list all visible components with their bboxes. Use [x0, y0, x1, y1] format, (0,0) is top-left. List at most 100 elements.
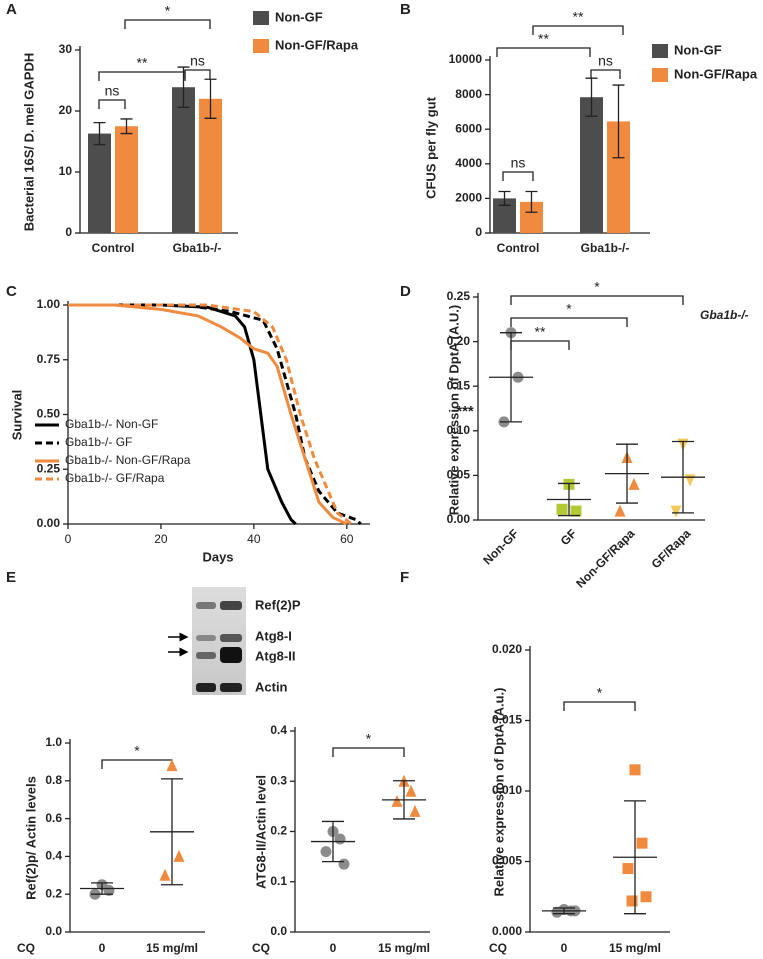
sd-bar	[672, 440, 694, 514]
y-tick-label: 0.1	[270, 874, 287, 888]
y-tick-label: 8000	[455, 87, 482, 101]
significance-bracket	[101, 759, 173, 769]
y-tick-label: 0.00	[447, 512, 471, 526]
blot-label: Atg8-I	[255, 628, 292, 643]
significance-bracket	[332, 747, 405, 757]
bar	[172, 87, 195, 234]
survival-line	[68, 303, 297, 526]
y-tick-label: 0.000	[492, 924, 522, 938]
y-tick-label: 0	[475, 225, 482, 239]
bar	[115, 126, 138, 233]
significance-bracket	[590, 69, 621, 79]
y-axis-label: Relative expression of DptA (A.u.)	[491, 688, 506, 897]
x-tick-label: GF/Rapa	[649, 526, 694, 571]
data-point	[338, 858, 350, 870]
annotation: ***	[456, 403, 474, 420]
panel-label: C	[6, 283, 17, 300]
significance-label: ns	[190, 53, 205, 69]
significance-label: ns	[511, 155, 526, 171]
x-tick-label: 60	[340, 532, 354, 546]
significance-bracket	[510, 317, 628, 327]
y-axis-label: CFUS per fly gut	[423, 96, 438, 199]
legend-swatch	[253, 39, 269, 53]
significance-label: **	[538, 31, 549, 47]
y-tick-label: 6000	[455, 121, 482, 135]
bar	[199, 98, 222, 233]
y-tick-label: 0.020	[492, 642, 522, 656]
error-bar	[525, 190, 538, 213]
data-point	[166, 759, 178, 772]
x-tick-label: 0	[99, 941, 106, 955]
error-bar	[120, 118, 133, 135]
sd-bar	[553, 907, 575, 915]
survival-line	[68, 303, 353, 526]
x-tick-label: 20	[154, 532, 168, 546]
panel-label: E	[6, 569, 16, 586]
y-tick-label: 0.25	[37, 461, 61, 475]
y-tick-label: 0.2	[45, 886, 62, 900]
x-axis-label: Days	[202, 549, 233, 564]
y-tick-label: 2000	[455, 191, 482, 205]
data-point	[626, 895, 638, 907]
legend-label: Non-GF/Rapa	[674, 66, 758, 81]
sd-bar	[393, 780, 415, 820]
y-axis-label: Ref(2)p/ Actin levels	[23, 776, 38, 900]
data-point	[570, 505, 582, 517]
blot-label: Ref(2)P	[255, 597, 301, 612]
x-tick-label: 0	[561, 941, 568, 955]
x-tick-label: Control	[497, 241, 540, 255]
error-bar	[177, 66, 190, 108]
x-tick-label: 15 mg/ml	[146, 941, 198, 955]
y-tick-label: 0.4	[270, 723, 287, 737]
legend-label: Gba1b-/- GF/Rapa	[65, 471, 165, 485]
significance-bracket	[184, 69, 211, 79]
y-tick-label: 0.6	[45, 811, 62, 825]
y-tick-label: 0.75	[37, 352, 61, 366]
data-point	[670, 505, 682, 518]
y-tick-label: 20	[59, 103, 73, 117]
legend-swatch	[652, 68, 668, 82]
x-axis-label: CQ	[17, 941, 35, 955]
significance-label: ns	[105, 83, 120, 99]
sd-bar	[500, 332, 522, 423]
legend-label: Non-GF	[674, 42, 722, 57]
data-point	[405, 784, 417, 797]
blot-label: Actin	[255, 679, 288, 694]
bar	[88, 133, 111, 233]
error-bar	[204, 78, 217, 119]
x-tick-label: Gba1b-/-	[581, 241, 630, 255]
sd-bar	[322, 820, 344, 863]
bar	[493, 198, 516, 233]
data-point	[173, 849, 185, 862]
significance-label: **	[535, 324, 546, 340]
data-point	[159, 868, 171, 881]
x-tick-label: Non-GF	[480, 526, 521, 567]
legend-label: Gba1b-/- GF	[65, 435, 132, 449]
data-point	[628, 477, 640, 490]
data-point	[629, 764, 641, 776]
x-tick-label: GF	[558, 526, 580, 548]
axes	[294, 727, 430, 933]
legend-label: Gba1b-/- Non-GF/Rapa	[65, 453, 191, 467]
data-point	[684, 474, 696, 487]
legend-swatch	[652, 44, 668, 58]
significance-bracket	[98, 99, 126, 109]
y-tick-label: 0.25	[447, 289, 471, 303]
data-point	[556, 503, 568, 515]
y-tick-label: 0.3	[270, 773, 287, 787]
x-tick-label: 0	[330, 941, 337, 955]
significance-label: *	[165, 3, 171, 19]
significance-label: *	[594, 279, 600, 295]
significance-label: *	[134, 743, 140, 759]
x-tick-label: Non-GF/Rapa	[573, 526, 637, 590]
sd-bar	[91, 882, 113, 895]
significance-bracket	[98, 71, 186, 81]
legend-label: Non-GF/Rapa	[275, 37, 359, 52]
bar	[580, 97, 603, 233]
y-tick-label: 0.005	[492, 854, 522, 868]
error-bar	[93, 121, 106, 146]
y-axis-label: Bacterial 16S/ D. mel GAPDH	[21, 53, 36, 231]
axes	[67, 301, 370, 525]
data-point	[409, 804, 421, 817]
